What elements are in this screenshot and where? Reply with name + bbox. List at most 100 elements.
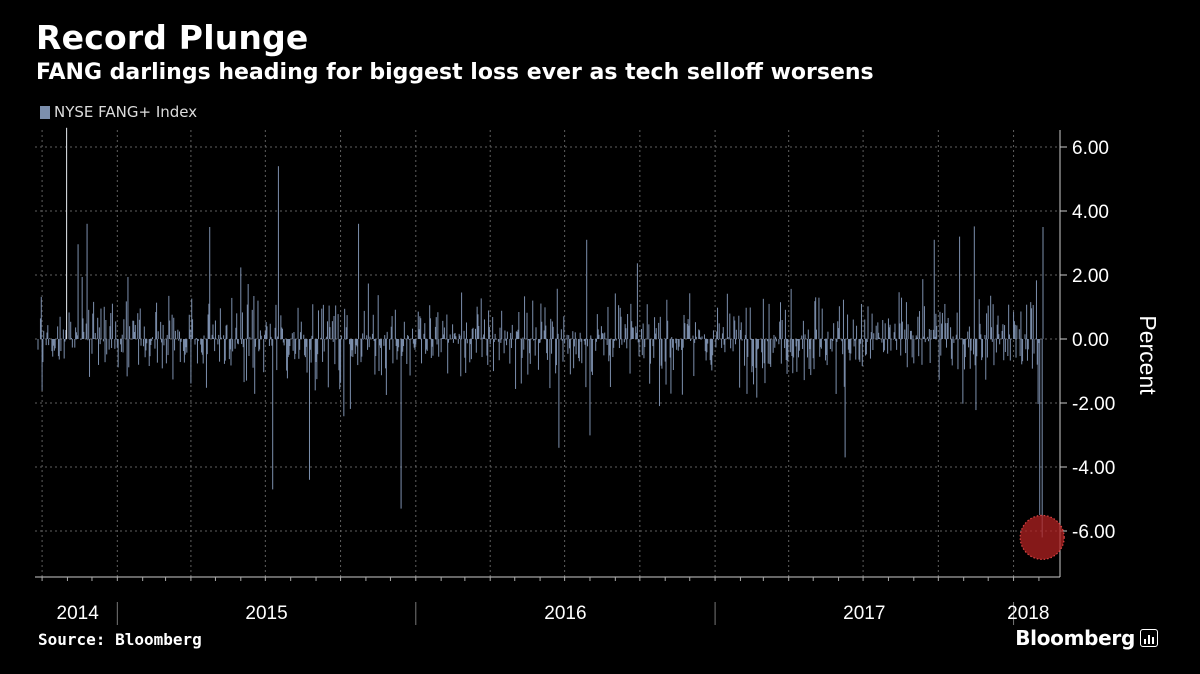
data-bar [472, 327, 474, 339]
y-tick-label: -6.00 [1072, 522, 1115, 543]
data-bar [950, 327, 952, 339]
data-bar [710, 339, 712, 365]
data-bar [317, 339, 319, 355]
data-bar [888, 327, 890, 339]
data-bar [412, 339, 414, 344]
data-bar [377, 295, 379, 339]
data-bar [915, 335, 917, 339]
data-bar [389, 338, 391, 340]
data-bar [667, 320, 669, 339]
data-bar [876, 339, 878, 341]
data-bar [260, 335, 262, 339]
data-bar [518, 311, 520, 339]
data-bar [91, 339, 93, 354]
data-bar [595, 339, 597, 351]
data-bar [375, 339, 377, 357]
data-bar [264, 334, 266, 339]
data-bar [174, 330, 176, 339]
data-bar [105, 319, 107, 339]
data-bar [802, 320, 804, 339]
data-bar [151, 337, 153, 339]
data-bar [887, 339, 889, 354]
data-bar [1018, 329, 1020, 339]
data-bar [718, 323, 720, 339]
data-bar [99, 339, 101, 345]
data-bar [349, 339, 351, 345]
data-bar [844, 339, 846, 458]
data-bar [486, 339, 488, 356]
data-bar [340, 339, 342, 383]
data-bar [515, 339, 517, 389]
data-bar [522, 337, 524, 339]
data-bar [654, 317, 656, 339]
data-bar [640, 328, 642, 339]
source-note: Source: Bloomberg [38, 630, 202, 649]
data-bar [962, 339, 964, 404]
data-bar [603, 339, 605, 356]
data-bar [212, 324, 214, 339]
data-bar [391, 316, 393, 339]
data-bar [492, 317, 494, 339]
data-bar [621, 339, 623, 345]
data-bar [515, 331, 517, 339]
data-bar [362, 339, 364, 340]
data-bar [999, 339, 1001, 345]
data-bar [54, 339, 56, 349]
data-bar [901, 321, 903, 339]
data-bar [94, 333, 96, 339]
data-bar [316, 339, 318, 380]
data-bar [872, 339, 874, 351]
data-bar [829, 339, 831, 350]
data-bar [682, 339, 684, 348]
data-bar [488, 310, 490, 339]
data-bar [259, 330, 261, 339]
data-bar [1026, 339, 1028, 361]
data-bar [585, 339, 587, 388]
data-bar [941, 323, 943, 339]
data-bar [180, 339, 182, 342]
data-bar [812, 339, 814, 359]
y-tick-label: 0.00 [1072, 330, 1109, 351]
data-bar [151, 339, 153, 341]
data-bar [643, 339, 645, 359]
data-bar [661, 339, 663, 369]
data-bar [866, 339, 868, 342]
data-bar [179, 339, 181, 363]
data-bar [363, 310, 365, 339]
data-bar [739, 339, 741, 388]
data-bar [246, 304, 248, 339]
data-bar [826, 339, 828, 366]
data-bar [1007, 339, 1009, 357]
data-bar [709, 339, 711, 361]
data-bar [792, 339, 794, 374]
data-bar [745, 307, 747, 339]
data-bar [401, 339, 403, 356]
data-bar [732, 339, 734, 352]
data-bar [614, 293, 616, 339]
data-bar [735, 339, 737, 345]
data-bar [824, 339, 826, 341]
data-bar [474, 328, 476, 339]
data-bar [408, 339, 410, 340]
data-bar [550, 318, 552, 339]
data-bar [738, 315, 740, 339]
data-bar [345, 327, 347, 339]
data-bar [138, 339, 140, 365]
data-bar [352, 339, 354, 357]
data-bar [808, 339, 810, 369]
data-bar [389, 339, 391, 350]
data-bar [236, 313, 238, 339]
data-bar [630, 303, 632, 339]
data-bar [764, 339, 766, 384]
y-tick-label: 2.00 [1072, 266, 1109, 287]
data-bar [646, 304, 648, 339]
data-bar [581, 339, 583, 364]
data-bar [88, 309, 90, 339]
data-bar [693, 339, 695, 377]
data-bar [887, 318, 889, 339]
data-bar [208, 303, 210, 339]
data-bar [865, 339, 867, 355]
data-bar [69, 339, 71, 340]
data-bar [775, 339, 777, 342]
